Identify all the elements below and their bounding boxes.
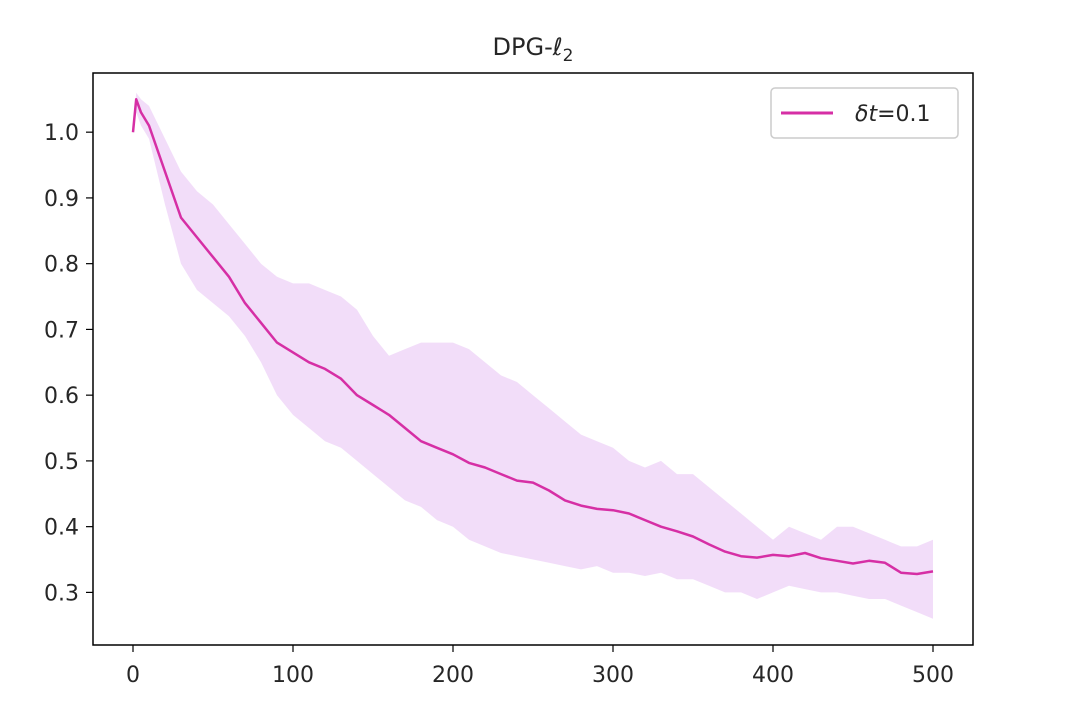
y-tick-label: 0.4 bbox=[44, 516, 79, 541]
series-0-band bbox=[133, 92, 933, 619]
legend-label: δt=0.1 bbox=[855, 102, 931, 127]
x-tick-label: 500 bbox=[912, 663, 954, 688]
y-tick-label: 1.0 bbox=[44, 121, 79, 146]
x-tick-label: 300 bbox=[592, 663, 634, 688]
axes: 0 100 200 300 400 500 0.3 0.4 0.5 0.6 0.7 0.8 0.9 1.0 bbox=[44, 72, 974, 688]
y-tick-label: 0.6 bbox=[44, 384, 79, 409]
axes-frame bbox=[92, 72, 974, 646]
y-tick-label: 0.8 bbox=[44, 253, 79, 278]
y-tick-label: 0.7 bbox=[44, 318, 79, 343]
legend: δt=0.1 bbox=[770, 87, 959, 139]
x-tick-label: 100 bbox=[272, 663, 314, 688]
x-tick-label: 400 bbox=[752, 663, 794, 688]
y-tick-label: 0.9 bbox=[44, 187, 79, 212]
plot-area bbox=[131, 92, 934, 619]
legend-box bbox=[770, 87, 959, 139]
x-tick-label: 200 bbox=[432, 663, 474, 688]
chart-title: DPG-ℓ2 bbox=[493, 33, 574, 66]
series-0-line bbox=[131, 98, 934, 576]
y-tick-label: 0.5 bbox=[44, 450, 79, 475]
y-tick-label: 0.3 bbox=[44, 581, 79, 606]
x-tick-label: 0 bbox=[126, 663, 140, 688]
